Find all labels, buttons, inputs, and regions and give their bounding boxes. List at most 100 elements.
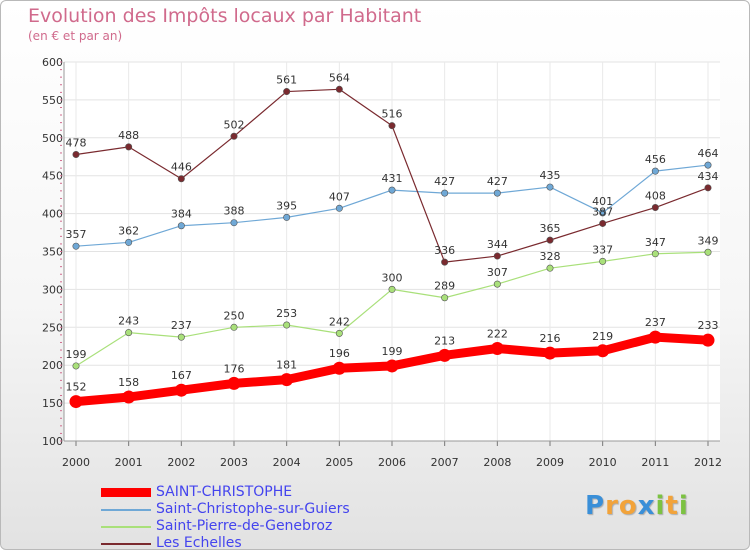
data-point (388, 122, 396, 130)
data-point (230, 219, 238, 227)
y-tick-label: 600 (42, 56, 63, 69)
data-point (599, 257, 607, 265)
proxiti-logo: Proxiti (585, 491, 689, 521)
x-tick-label: 2002 (167, 456, 195, 469)
data-point (283, 213, 291, 221)
data-point (227, 376, 241, 390)
data-label: 384 (171, 208, 192, 221)
data-point (441, 189, 449, 197)
logo-letter: x (637, 491, 656, 521)
data-point (704, 184, 712, 192)
data-label: 456 (645, 153, 666, 166)
data-label: 222 (487, 328, 508, 341)
logo-letter: t (665, 491, 679, 521)
data-point (177, 175, 185, 183)
logo-letter: i (678, 491, 689, 521)
data-label: 446 (171, 161, 192, 174)
legend-item: SAINT-CHRISTOPHE (101, 484, 401, 501)
data-point (543, 346, 557, 360)
x-tick-label: 2012 (694, 456, 722, 469)
data-point (651, 250, 659, 258)
data-label: 242 (329, 315, 350, 328)
data-label: 213 (434, 334, 455, 347)
x-tick-label: 2006 (378, 456, 406, 469)
data-label: 300 (382, 271, 403, 284)
data-label: 408 (645, 190, 666, 203)
data-point (438, 348, 452, 362)
data-label: 502 (224, 118, 245, 131)
y-tick-label: 400 (42, 208, 63, 221)
chart-subtitle: (en € et par an) (28, 29, 123, 43)
data-label: 561 (276, 74, 297, 87)
data-label: 152 (66, 381, 87, 394)
data-point (335, 329, 343, 337)
data-point (599, 219, 607, 227)
data-label: 250 (224, 309, 245, 322)
y-tick-label: 150 (42, 397, 63, 410)
data-point (125, 238, 133, 246)
data-point (493, 252, 501, 260)
data-label: 516 (382, 108, 403, 121)
data-point (546, 236, 554, 244)
legend-item: Les Echelles (101, 535, 401, 550)
logo-letter: o (618, 491, 638, 521)
data-label: 237 (645, 316, 666, 329)
x-tick-label: 2007 (431, 456, 459, 469)
data-point (125, 143, 133, 151)
data-label: 233 (698, 319, 719, 332)
legend-label: Les Echelles (156, 535, 242, 550)
data-point (388, 186, 396, 194)
data-point (701, 333, 715, 347)
data-label: 253 (276, 307, 297, 320)
logo-letter: P (585, 491, 606, 521)
data-label: 478 (66, 136, 87, 149)
data-label: 407 (329, 190, 350, 203)
data-label: 395 (276, 199, 297, 212)
data-label: 337 (592, 243, 613, 256)
data-label: 219 (592, 330, 613, 343)
data-point (546, 264, 554, 272)
y-tick-label: 250 (42, 321, 63, 334)
data-label: 243 (118, 315, 139, 328)
y-tick-label: 200 (42, 359, 63, 372)
data-label: 344 (487, 238, 508, 251)
series-saint-christophe: 152 158 167 176 181 196 199 213 222 216 219 237 233 (66, 316, 719, 409)
data-point (546, 183, 554, 191)
legend-label: Saint-Pierre-de-Genebroz (156, 518, 333, 534)
data-point (69, 395, 83, 409)
series-saint-pierre-de-genebroz: 199 243 237 250 253 242 300 289 307 328 337 347 349 (66, 234, 719, 370)
data-label: 464 (698, 147, 719, 160)
data-label: 216 (540, 332, 561, 345)
data-label: 328 (540, 250, 561, 263)
data-point (493, 189, 501, 197)
data-point (230, 132, 238, 140)
data-label: 196 (329, 347, 350, 360)
data-label: 167 (171, 369, 192, 382)
legend-label: Saint-Christophe-sur-Guiers (156, 501, 350, 517)
data-label: 387 (592, 205, 613, 218)
data-point (704, 248, 712, 256)
data-point (441, 258, 449, 266)
series-saint-christophe-sur-guiers: 357 362 384 388 395 407 431 427 427 435 401 456 464 (66, 147, 719, 250)
data-point (72, 242, 80, 250)
legend-swatch (101, 526, 151, 528)
data-point (441, 294, 449, 302)
data-point (230, 323, 238, 331)
legend-swatch (101, 509, 151, 511)
data-label: 176 (224, 362, 245, 375)
legend-swatch (101, 488, 151, 497)
data-point (280, 373, 294, 387)
y-tick-label: 350 (42, 246, 63, 259)
y-tick-label: 450 (42, 170, 63, 183)
data-label: 362 (118, 224, 139, 237)
data-point (335, 85, 343, 93)
chart-title: Evolution des Impôts locaux par Habitant (28, 5, 422, 27)
data-label: 488 (118, 129, 139, 142)
data-point (125, 329, 133, 337)
x-tick-label: 2004 (273, 456, 301, 469)
y-tick-label: 500 (42, 132, 63, 145)
data-label: 435 (540, 169, 561, 182)
legend-item: Saint-Pierre-de-Genebroz (101, 518, 401, 535)
legend-item: Saint-Christophe-sur-Guiers (101, 501, 401, 518)
data-label: 388 (224, 205, 245, 218)
